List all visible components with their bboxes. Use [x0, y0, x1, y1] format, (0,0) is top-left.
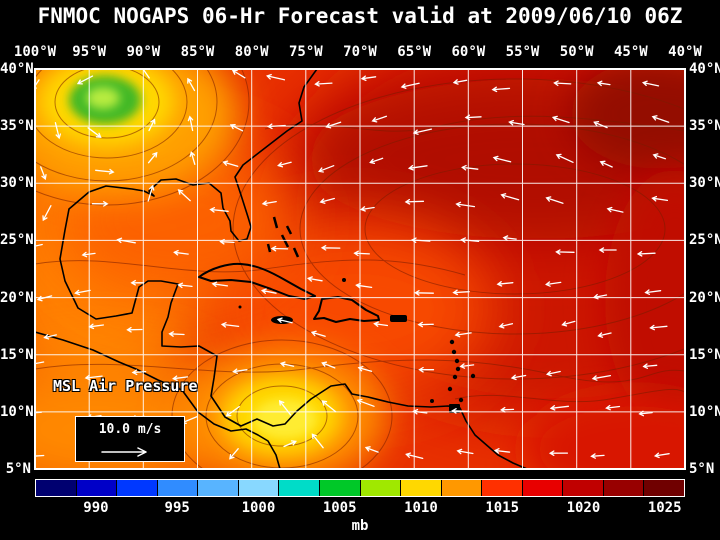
colorbar-tick-label: 995 — [164, 500, 190, 516]
colorbar-cell — [76, 480, 118, 496]
colorbar-tick-label: 1000 — [241, 500, 276, 516]
latitude-tick-label: 20°N — [689, 289, 720, 306]
longitude-tick-label: 40°W — [668, 44, 702, 60]
colorbar-cell — [279, 480, 320, 496]
colorbar-cell — [36, 480, 77, 496]
pressure-colorbar — [35, 479, 685, 497]
colorbar-cell — [198, 480, 239, 496]
latitude-tick-label: 15°N — [689, 346, 720, 363]
wind-reference-arrow-icon — [101, 447, 147, 457]
colorbar-cell — [157, 480, 199, 496]
colorbar-unit-label: mb — [351, 518, 369, 534]
colorbar-cell — [401, 480, 442, 496]
forecast-map: MSL Air Pressure 10.0 m/s — [34, 68, 686, 470]
colorbar-cell — [563, 480, 604, 496]
page-title: FNMOC NOGAPS 06-Hr Forecast valid at 200… — [37, 4, 683, 28]
longitude-tick-label: 50°W — [559, 44, 594, 60]
colorbar-cell — [117, 480, 158, 496]
longitude-tick-label: 55°W — [505, 44, 540, 60]
latitude-tick-label: 10°N — [0, 403, 34, 420]
colorbar-cell — [238, 480, 280, 496]
colorbar-tick-label: 1010 — [404, 500, 438, 516]
longitude-tick-label: 70°W — [343, 44, 377, 60]
latitude-tick-label: 30°N — [0, 175, 34, 192]
longitude-tick-label: 65°W — [397, 44, 432, 60]
colorbar-cell — [603, 480, 645, 496]
wind-reference-legend: 10.0 m/s — [75, 416, 185, 462]
longitude-tick-label: 90°W — [126, 44, 161, 60]
longitude-tick-label: 100°W — [13, 44, 57, 60]
colorbar-cell — [441, 480, 483, 496]
colorbar-cell — [360, 480, 402, 496]
longitude-tick-label: 95°W — [72, 44, 107, 60]
longitude-tick-label: 45°W — [613, 44, 648, 60]
map-plot — [35, 69, 685, 469]
latitude-tick-label: 15°N — [0, 346, 34, 363]
longitude-tick-label: 75°W — [288, 44, 323, 60]
colorbar-tick-label: 1020 — [566, 500, 601, 516]
latitude-tick-label: 25°N — [0, 232, 34, 249]
latitude-tick-label: 40°N — [689, 61, 720, 77]
grid-lines — [35, 69, 685, 469]
colorbar-tick-label: 990 — [83, 500, 109, 516]
latitude-tick-label: 25°N — [689, 232, 720, 249]
field-label: MSL Air Pressure — [53, 377, 198, 395]
latitude-tick-label: 40°N — [0, 61, 34, 77]
bahamas — [266, 216, 300, 258]
latitude-tick-label: 5°N — [5, 461, 31, 477]
coastline-north-america — [59, 69, 528, 469]
latitude-tick-label: 35°N — [689, 118, 720, 135]
colorbar-tick-label: 1015 — [485, 500, 520, 516]
colorbar-cell — [644, 480, 684, 496]
wind-reference-label: 10.0 m/s — [98, 422, 162, 437]
colorbar-tick-label: 1005 — [322, 500, 357, 516]
colorbar-cell — [522, 480, 564, 496]
longitude-tick-label: 85°W — [180, 44, 215, 60]
colorbar-cell — [482, 480, 523, 496]
longitude-tick-label: 80°W — [234, 44, 269, 60]
coastline-hispaniola — [313, 296, 380, 323]
latitude-tick-label: 35°N — [0, 118, 34, 135]
longitude-tick-label: 60°W — [451, 44, 486, 60]
coastline-cuba — [198, 262, 316, 300]
latitude-tick-label: 10°N — [689, 403, 720, 420]
colorbar-cell — [319, 480, 361, 496]
colorbar-tick-label: 1025 — [647, 500, 682, 516]
map-border — [35, 69, 685, 469]
latitude-tick-label: 20°N — [0, 289, 34, 306]
latitude-tick-label: 30°N — [689, 175, 720, 192]
latitude-tick-label: 5°N — [689, 461, 715, 477]
